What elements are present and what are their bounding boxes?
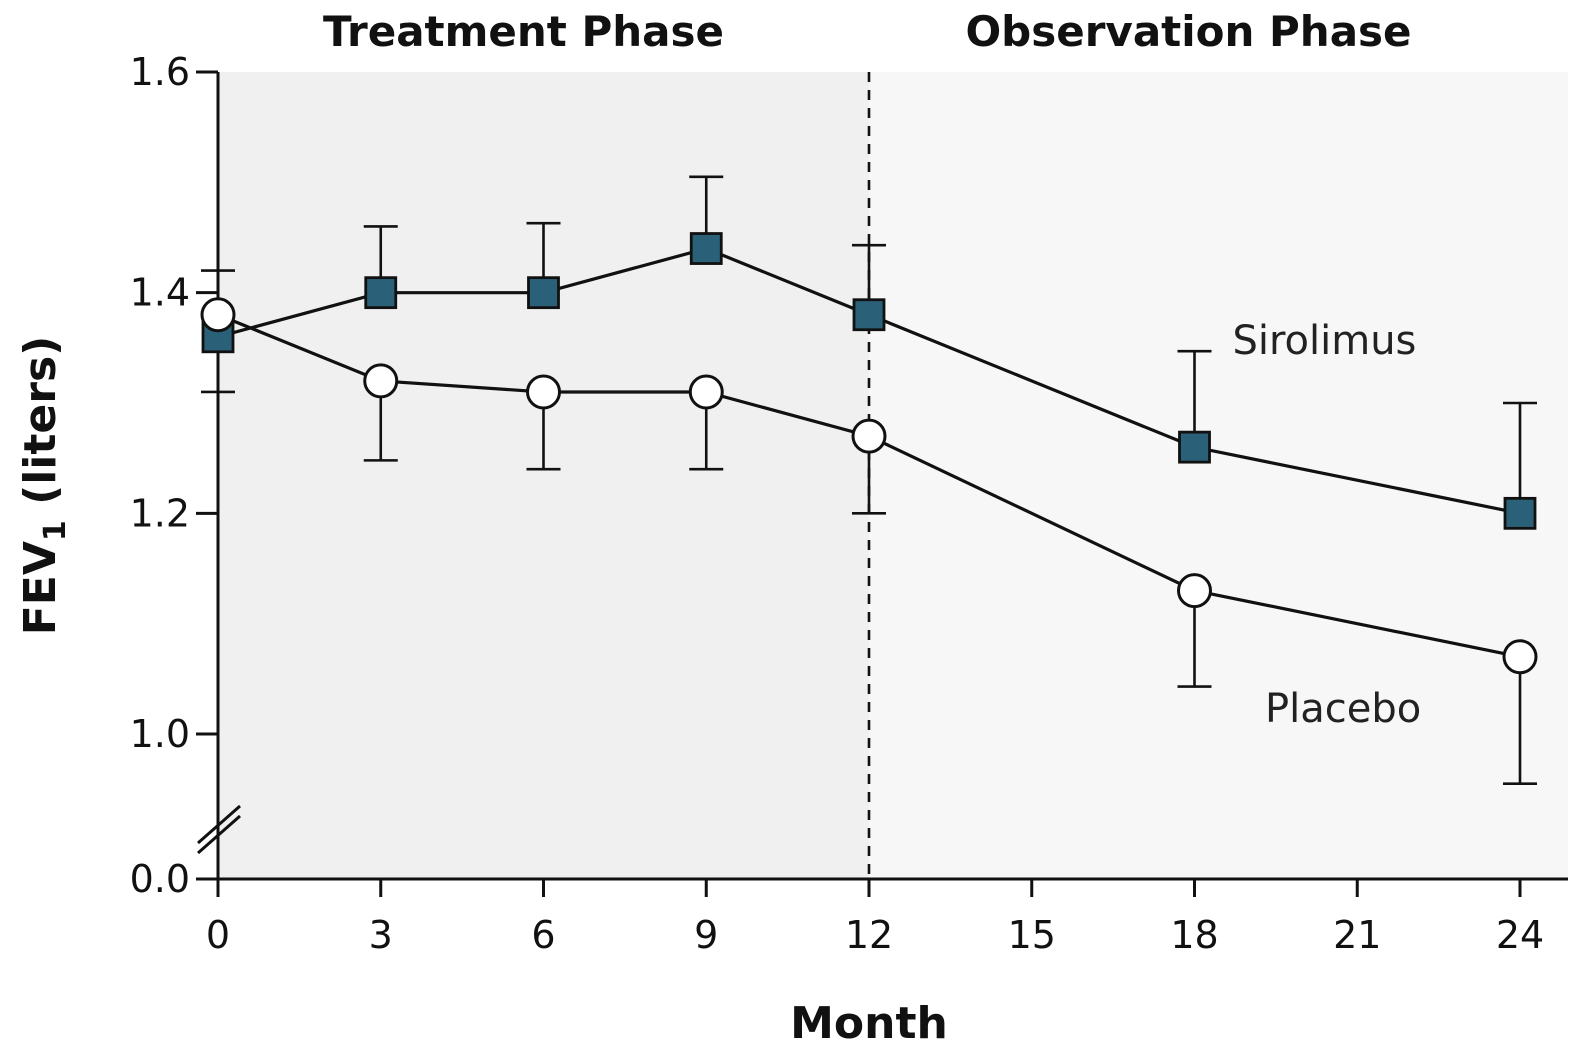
x-tick-label: 21: [1333, 913, 1381, 957]
x-tick-label: 3: [369, 913, 393, 957]
placebo-point: [851, 418, 887, 454]
y-axis-title-unit: (liters): [15, 336, 66, 520]
axis-break-mark-2: [197, 814, 241, 855]
placebo-label: Placebo: [1265, 686, 1421, 732]
placebo-point: [363, 363, 399, 399]
x-tick-label: 6: [531, 913, 555, 957]
placebo-point: [200, 297, 236, 333]
observation-phase-label: Observation Phase: [965, 7, 1411, 56]
sirolimus-point: [1503, 496, 1537, 530]
x-tick-label: 24: [1496, 913, 1544, 957]
axes: 0.0 1.0 1.2 1.4 1.6 0 3 6 9 12 15 18 21 24: [130, 50, 1568, 957]
x-tick-label: 15: [1008, 913, 1056, 957]
y-tick-label: 1.2: [130, 491, 190, 535]
chart-labels: Treatment Phase Observation Phase Month …: [15, 7, 1421, 1049]
y-tick-label: 1.6: [130, 50, 190, 94]
sirolimus-point: [364, 276, 398, 310]
phase-shade-0: [218, 72, 869, 879]
sirolimus-point: [852, 298, 886, 332]
x-tick-label: 0: [206, 913, 230, 957]
y-axis-title-subscript: 1: [38, 520, 73, 541]
y-axis-title-main: FEV: [15, 541, 66, 635]
y-axis-title: FEV1 (liters): [15, 336, 73, 636]
series-markers: [200, 232, 1538, 675]
placebo-point: [688, 374, 724, 410]
phase-shading: [218, 72, 1568, 879]
sirolimus-point: [527, 276, 560, 310]
x-tick-label: 12: [845, 913, 893, 957]
y-tick-label: 1.0: [130, 712, 190, 756]
x-tick-label: 18: [1170, 913, 1218, 957]
phase-shade-1: [869, 72, 1568, 879]
sirolimus-point: [689, 232, 723, 265]
placebo-point: [1177, 573, 1212, 609]
treatment-phase-label: Treatment Phase: [323, 7, 724, 56]
sirolimus-point: [1178, 430, 1211, 464]
y-tick-label: 0.0: [130, 857, 190, 901]
y-tick-label: 1.4: [130, 271, 190, 315]
x-axis-title: Month: [790, 998, 948, 1049]
axis-break-mark-1: [197, 804, 241, 845]
sirolimus-label: Sirolimus: [1232, 318, 1416, 364]
x-tick-label: 9: [694, 913, 718, 957]
placebo-point: [526, 374, 561, 410]
placebo-point: [1502, 639, 1538, 675]
